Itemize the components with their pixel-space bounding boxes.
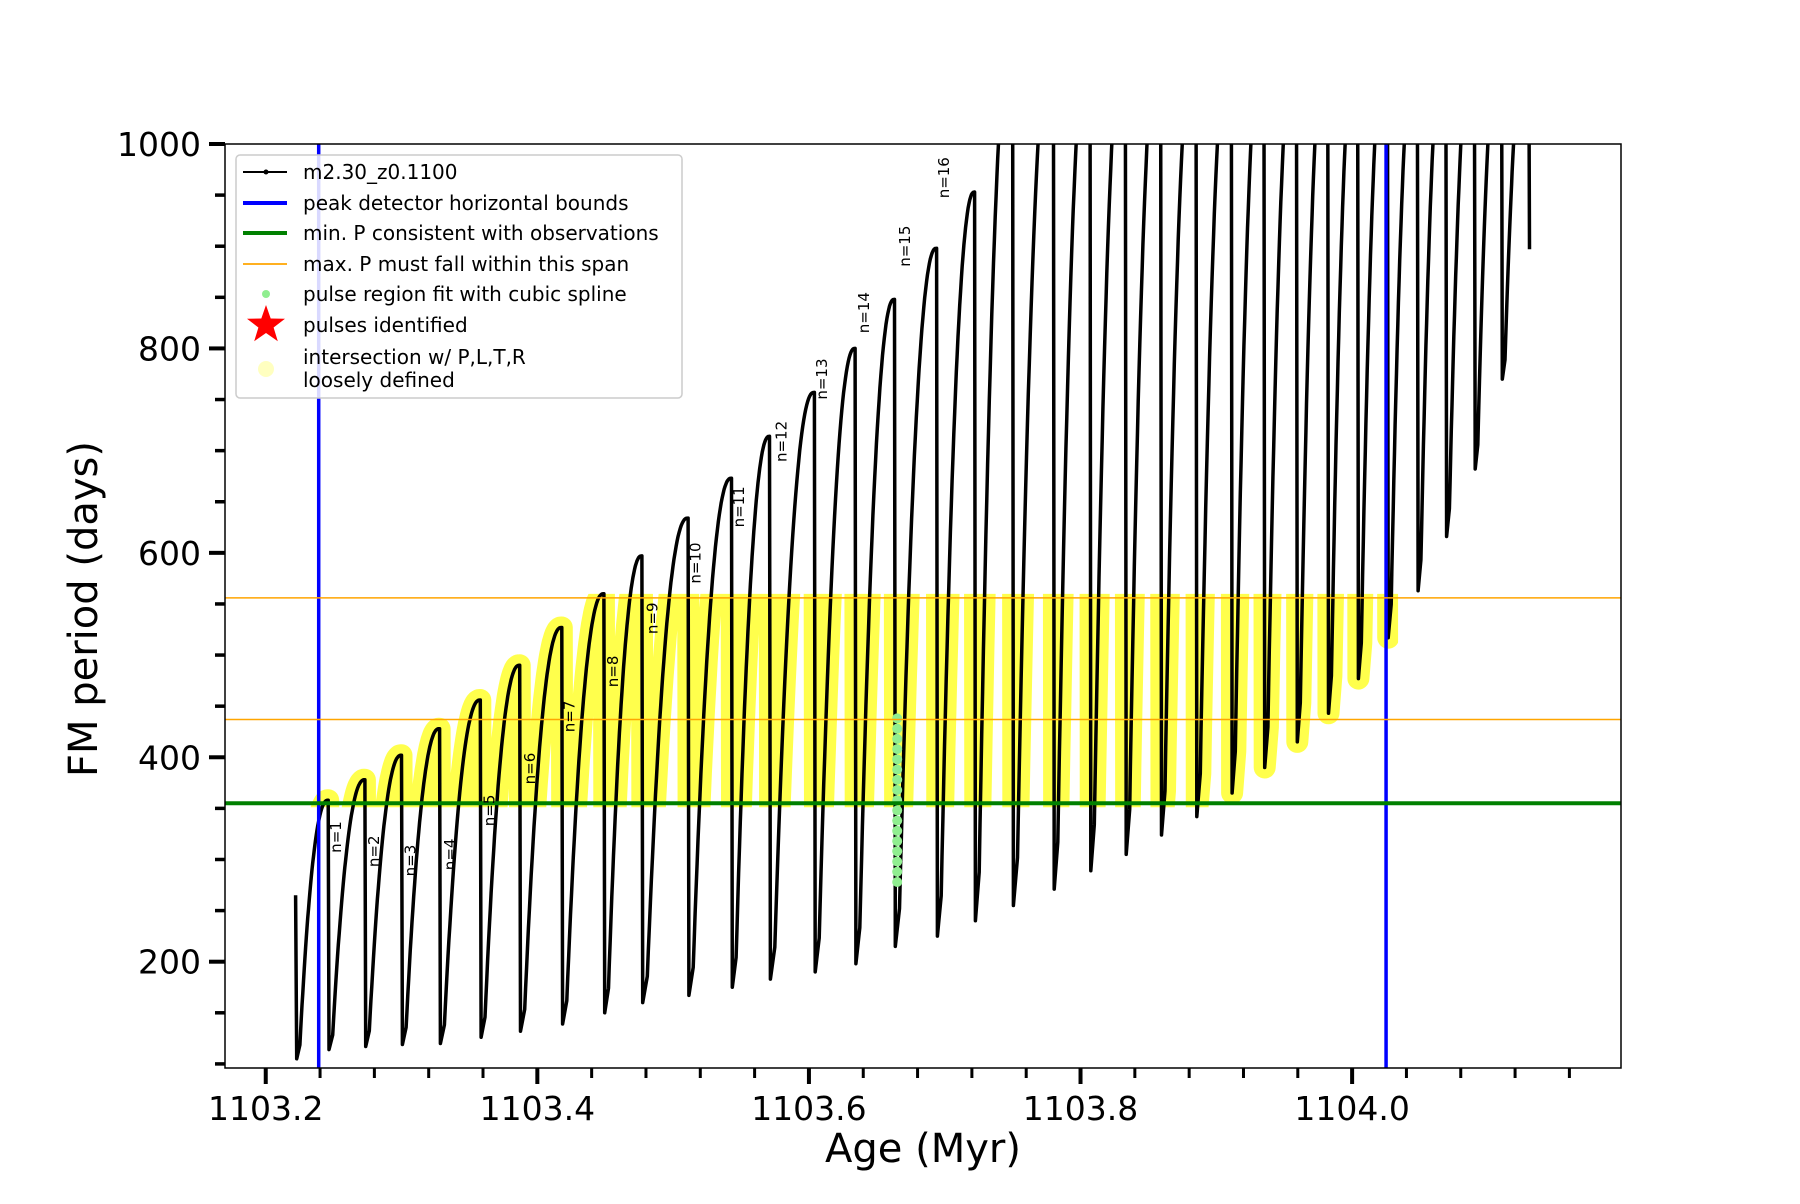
spline-fit-point — [892, 764, 903, 775]
y-tick-label: 800 — [138, 329, 201, 368]
spline-fit-point — [892, 733, 903, 744]
pulse-label: n=3 — [402, 845, 420, 877]
legend-dot-icon — [262, 290, 270, 298]
pulse-label: n=1 — [327, 821, 345, 853]
y-axis: 200 400 600 800 1000 — [117, 125, 225, 1066]
x-tick-label: 1103.8 — [1023, 1089, 1138, 1128]
pulse-label: n=16 — [935, 157, 953, 198]
pulse-label: n=7 — [560, 701, 578, 733]
legend-label: peak detector horizontal bounds — [303, 191, 629, 215]
spline-fit-point — [892, 784, 903, 795]
legend-label: pulses identified — [303, 313, 468, 337]
legend-label: intersection w/ P,L,T,R — [303, 345, 526, 369]
spline-fit-point — [892, 713, 903, 724]
pulse-label: n=4 — [441, 839, 459, 871]
pulse-label: n=14 — [855, 292, 873, 333]
spline-fit-point — [892, 723, 903, 734]
plot-area: n=1 n=2 n=3 n=4 n=5 n=6 n=7 n=8 n=9 n=10 n=11 n=12 n… — [225, 144, 1621, 1068]
pulse-label: n=11 — [730, 486, 748, 527]
spline-fit-point — [892, 815, 903, 826]
spline-fit-point — [892, 846, 903, 857]
x-tick-label: 1104.0 — [1294, 1089, 1409, 1128]
legend-label: loosely defined — [303, 368, 455, 392]
spline-fit-point — [892, 754, 903, 765]
spline-fit-point — [892, 856, 903, 867]
legend-box — [235, 154, 683, 399]
legend-dot-icon — [258, 361, 274, 377]
pulse-label: n=9 — [643, 602, 661, 634]
spline-fit-point — [892, 805, 903, 816]
spline-fit-point — [892, 876, 903, 887]
x-axis: 1103.2 1103.4 1103.6 1103.8 1104.0 — [208, 1068, 1571, 1128]
legend-label: m2.30_z0.1100 — [303, 160, 458, 184]
axes-frame — [224, 143, 1622, 1069]
y-axis-label: FM period (days) — [61, 441, 107, 777]
spline-fit-point — [892, 836, 903, 847]
legend-marker-icon — [263, 169, 269, 175]
y-tick-label: 200 — [138, 943, 201, 982]
spline-fit-point — [892, 866, 903, 877]
y-tick-label: 400 — [138, 738, 201, 777]
pulse-label: n=15 — [896, 226, 914, 267]
pulse-label: n=8 — [604, 656, 622, 688]
pulse-label: n=2 — [365, 835, 383, 867]
legend-label: min. P consistent with observations — [303, 221, 659, 245]
y-tick-label: 1000 — [117, 125, 201, 164]
legend-label: max. P must fall within this span — [303, 252, 629, 276]
x-tick-label: 1103.4 — [480, 1089, 595, 1128]
x-tick-label: 1103.2 — [208, 1089, 323, 1128]
legend-label: pulse region fit with cubic spline — [303, 282, 627, 306]
pulse-label: n=10 — [687, 542, 705, 583]
x-tick-label: 1103.6 — [751, 1089, 866, 1128]
series-m2.30_z0.1100 — [293, 144, 1532, 1061]
y-tick-label: 600 — [138, 534, 201, 573]
legend-star-icon — [247, 305, 285, 342]
pulse-label: n=12 — [772, 421, 790, 462]
x-axis-label: Age (Myr) — [825, 1126, 1021, 1172]
pulse-label: n=6 — [521, 753, 539, 785]
pulse-label: n=13 — [813, 359, 831, 400]
spline-fit-point — [892, 744, 903, 755]
spline-fit-point — [892, 774, 903, 785]
pulse-label: n=5 — [480, 795, 498, 827]
spline-fit-point — [892, 825, 903, 836]
